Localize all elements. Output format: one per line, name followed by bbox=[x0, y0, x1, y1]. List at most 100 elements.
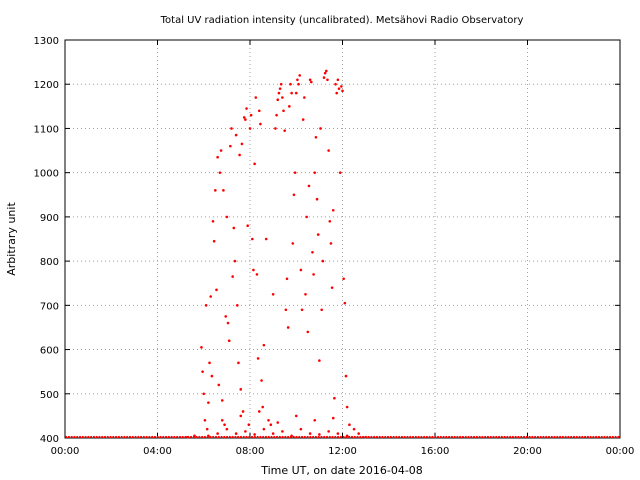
baseline-point bbox=[145, 435, 148, 439]
data-point bbox=[288, 105, 291, 108]
data-point bbox=[251, 237, 254, 241]
baseline-point bbox=[170, 435, 173, 439]
baseline-point bbox=[406, 435, 409, 439]
data-point bbox=[294, 414, 298, 418]
data-point bbox=[281, 430, 284, 433]
baseline-point bbox=[70, 435, 73, 439]
data-point bbox=[307, 184, 311, 188]
data-point bbox=[322, 76, 326, 79]
baseline-point bbox=[142, 435, 145, 439]
data-point bbox=[290, 434, 293, 438]
data-point bbox=[274, 127, 277, 130]
data-point bbox=[313, 171, 317, 174]
baseline-point bbox=[583, 435, 587, 439]
data-point bbox=[211, 220, 215, 223]
data-point bbox=[333, 396, 336, 400]
data-point bbox=[209, 295, 212, 298]
baseline-point bbox=[287, 435, 290, 439]
baseline-point bbox=[481, 435, 484, 439]
baseline-point bbox=[84, 435, 87, 439]
baseline-point bbox=[267, 435, 270, 439]
baseline-point bbox=[411, 435, 415, 439]
baseline-point bbox=[581, 435, 584, 439]
data-point bbox=[212, 239, 216, 243]
data-point bbox=[255, 273, 259, 276]
baseline-point bbox=[273, 435, 276, 439]
data-point bbox=[364, 435, 367, 439]
data-point bbox=[260, 379, 263, 382]
baseline-point bbox=[65, 435, 68, 439]
baseline-point bbox=[534, 435, 537, 439]
baseline-point bbox=[181, 435, 184, 439]
baseline-points bbox=[65, 435, 620, 439]
data-point bbox=[226, 321, 230, 325]
data-point bbox=[318, 359, 321, 362]
baseline-point bbox=[445, 435, 448, 439]
data-point bbox=[289, 82, 292, 86]
baseline-point bbox=[284, 435, 287, 439]
data-point bbox=[227, 339, 231, 343]
y-tick-label: 1200 bbox=[34, 80, 59, 91]
baseline-point bbox=[173, 435, 176, 439]
baseline-point bbox=[214, 435, 218, 439]
baseline-point bbox=[262, 435, 265, 439]
baseline-point bbox=[611, 435, 614, 439]
data-point bbox=[331, 208, 335, 212]
baseline-point bbox=[67, 435, 71, 439]
baseline-point bbox=[331, 435, 334, 439]
baseline-point bbox=[547, 435, 551, 439]
data-point bbox=[276, 98, 280, 101]
baseline-point bbox=[575, 435, 578, 439]
data-point bbox=[264, 237, 268, 241]
data-point bbox=[271, 292, 275, 296]
baseline-point bbox=[603, 435, 606, 439]
data-point bbox=[256, 357, 260, 360]
data-point bbox=[238, 153, 241, 157]
data-point bbox=[207, 434, 210, 438]
baseline-point bbox=[589, 435, 592, 439]
baseline-point bbox=[500, 435, 503, 439]
data-point bbox=[321, 259, 325, 263]
data-point bbox=[345, 434, 349, 438]
baseline-point bbox=[220, 435, 223, 439]
data-point bbox=[344, 374, 348, 378]
data-point bbox=[320, 308, 323, 312]
baseline-point bbox=[353, 435, 356, 439]
data-point bbox=[286, 326, 290, 329]
data-point bbox=[323, 71, 327, 75]
data-point bbox=[253, 433, 256, 436]
baseline-point bbox=[139, 435, 143, 439]
baseline-point bbox=[184, 435, 187, 439]
data-point bbox=[216, 432, 219, 435]
data-point bbox=[262, 427, 266, 431]
data-point bbox=[312, 273, 315, 276]
baseline-point bbox=[425, 435, 429, 439]
data-point bbox=[275, 113, 278, 117]
baseline-point bbox=[148, 435, 151, 439]
y-tick-label: 1100 bbox=[34, 124, 59, 135]
data-point bbox=[261, 405, 265, 409]
baseline-point bbox=[73, 435, 76, 439]
data-point bbox=[326, 78, 329, 82]
baseline-point bbox=[320, 435, 323, 439]
data-point bbox=[316, 233, 320, 236]
data-point bbox=[203, 419, 207, 422]
x-tick-label: 16:00 bbox=[421, 446, 450, 457]
y-tick-label: 1000 bbox=[34, 169, 59, 180]
data-point bbox=[352, 427, 356, 431]
baseline-point bbox=[386, 435, 390, 439]
plot-frame bbox=[64, 39, 621, 439]
baseline-point bbox=[522, 435, 526, 439]
data-point bbox=[220, 399, 224, 402]
data-point bbox=[343, 301, 347, 305]
baseline-point bbox=[392, 435, 395, 439]
baseline-point bbox=[553, 435, 556, 439]
data-point bbox=[292, 193, 296, 197]
baseline-point bbox=[395, 435, 398, 439]
data-point bbox=[230, 127, 233, 130]
baseline-point bbox=[228, 435, 231, 439]
data-point bbox=[224, 315, 228, 318]
data-point bbox=[240, 142, 244, 146]
data-point bbox=[277, 91, 281, 95]
baseline-point bbox=[95, 435, 98, 439]
